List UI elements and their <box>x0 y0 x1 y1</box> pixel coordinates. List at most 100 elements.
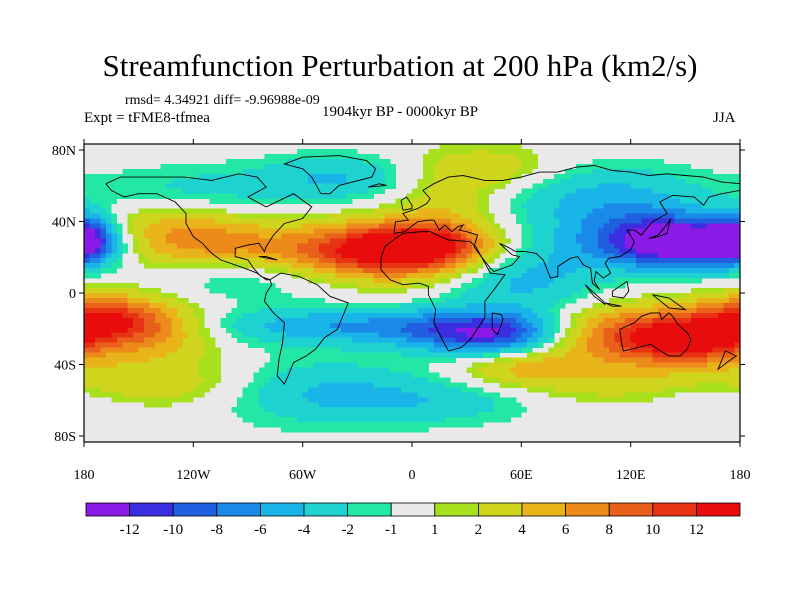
field-cell <box>319 188 325 195</box>
field-cell <box>351 357 358 363</box>
field-cell <box>390 203 396 209</box>
field-cell <box>166 317 172 324</box>
field-cell <box>324 148 331 155</box>
field-cell <box>614 203 621 209</box>
field-cell <box>532 377 539 383</box>
field-cell <box>138 173 145 180</box>
field-cell <box>253 283 260 289</box>
field-cell <box>176 183 183 190</box>
field-cell <box>94 228 101 234</box>
field-cell <box>433 198 440 204</box>
field-cell <box>412 362 418 368</box>
field-cell <box>734 273 741 279</box>
field-cell <box>439 297 446 304</box>
field-cell <box>570 332 577 339</box>
field-cell <box>171 337 178 344</box>
field-cell <box>155 248 161 254</box>
field-cell <box>401 208 407 214</box>
field-cell <box>543 302 550 309</box>
field-cell <box>576 223 582 229</box>
field-cell <box>275 288 282 294</box>
field-cell <box>592 183 599 190</box>
field-cell <box>701 312 708 319</box>
field-cell <box>362 382 369 388</box>
field-cell <box>226 248 232 254</box>
field-cell <box>297 273 304 279</box>
field-cell <box>592 258 599 264</box>
field-cell <box>532 362 539 368</box>
field-cell <box>422 302 429 309</box>
field-cell <box>450 382 457 388</box>
field-cell <box>696 387 703 393</box>
field-cell <box>280 198 287 204</box>
field-cell <box>647 223 653 229</box>
field-cell <box>619 297 626 304</box>
field-cell <box>614 263 621 269</box>
field-cell <box>455 293 462 299</box>
field-cell <box>264 238 271 244</box>
field-cell <box>346 342 353 349</box>
field-cell <box>237 322 243 329</box>
field-cell <box>258 178 265 185</box>
field-cell <box>302 253 309 259</box>
field-cell <box>144 297 150 304</box>
field-cell <box>258 193 265 200</box>
field-cell <box>444 317 451 324</box>
field-cell <box>324 382 331 388</box>
field-cell <box>499 288 506 294</box>
field-cell <box>444 307 451 314</box>
field-cell <box>362 178 369 185</box>
field-cell <box>242 317 249 324</box>
field-cell <box>674 263 681 269</box>
field-cell <box>127 297 134 304</box>
field-cell <box>84 312 90 319</box>
field-cell <box>559 193 566 200</box>
field-cell <box>346 163 353 170</box>
field-cell <box>488 148 495 155</box>
field-cell <box>335 213 342 219</box>
field-cell <box>565 293 571 299</box>
field-cell <box>581 208 588 214</box>
field-cell <box>537 268 544 274</box>
field-cell <box>330 278 336 284</box>
experiment-label: Expt = tFME8-tfmea <box>84 110 210 126</box>
field-cell <box>439 144 446 150</box>
field-cell <box>291 243 298 249</box>
field-cell <box>504 347 511 353</box>
field-cell <box>193 392 200 398</box>
field-cell <box>160 218 167 224</box>
field-cell <box>494 362 500 368</box>
field-cell <box>690 218 697 224</box>
field-cell <box>406 327 413 334</box>
field-cell <box>625 173 632 180</box>
field-cell <box>111 283 118 289</box>
field-cell <box>729 347 735 353</box>
field-cell <box>450 387 457 393</box>
field-cell <box>630 337 637 344</box>
field-cell <box>231 238 238 244</box>
field-cell <box>619 367 626 373</box>
field-cell <box>280 258 287 264</box>
field-cell <box>368 327 375 334</box>
field-cell <box>466 148 473 155</box>
field-cell <box>313 357 320 363</box>
field-cell <box>619 312 626 319</box>
field-cell <box>379 168 386 175</box>
field-cell <box>324 178 331 185</box>
field-cell <box>384 337 391 344</box>
field-cell <box>160 312 167 319</box>
field-cell <box>100 198 107 204</box>
field-cell <box>401 352 407 358</box>
field-cell <box>707 352 714 358</box>
field-cell <box>84 382 90 388</box>
field-cell <box>685 362 692 368</box>
field-cell <box>685 387 692 393</box>
field-cell <box>390 357 396 363</box>
field-cell <box>335 238 342 244</box>
field-cell <box>357 168 364 175</box>
field-cell <box>570 342 577 349</box>
field-cell <box>94 317 101 324</box>
field-cell <box>439 158 446 165</box>
field-cell <box>362 168 369 175</box>
field-cell <box>537 263 544 269</box>
